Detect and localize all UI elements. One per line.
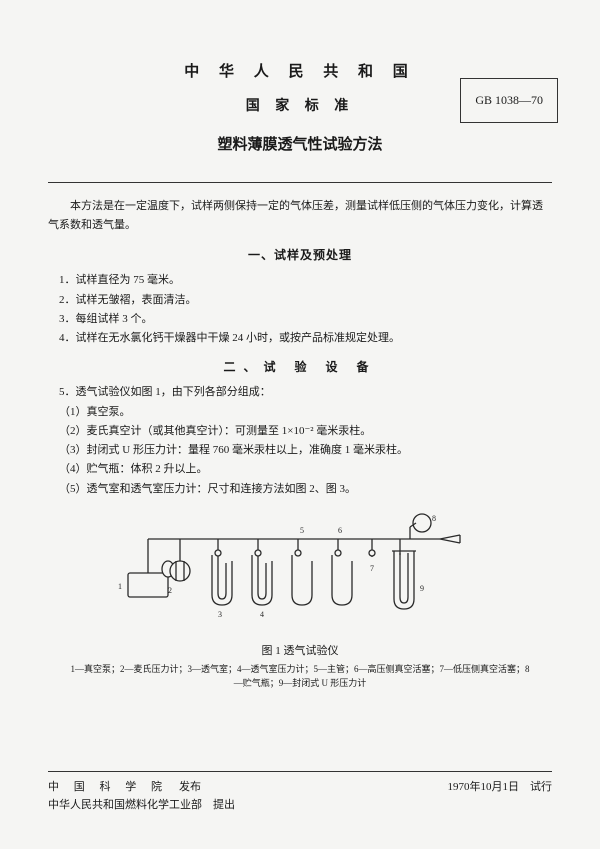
section-heading-2: 二、试 验 设 备 xyxy=(48,358,552,375)
figure-label: 4 xyxy=(260,610,264,619)
list-item: （2）麦氏真空计（或其他真空计）：可测量至 1×10⁻² 毫米汞柱。 xyxy=(48,422,552,441)
figure-caption: 图 1 透气试验仪 xyxy=(48,642,552,658)
footer-divider xyxy=(48,771,552,772)
section-heading-1: 一、试样及预处理 xyxy=(48,246,552,263)
figure-label: 3 xyxy=(218,610,222,619)
document-title: 塑料薄膜透气性试验方法 xyxy=(48,133,552,154)
list-item: 1．试样直径为 75 毫米。 xyxy=(48,271,552,290)
list-item: 2．试样无皱褶，表面清洁。 xyxy=(48,291,552,310)
list-item: （1）真空泵。 xyxy=(48,403,552,422)
figure-legend: 1—真空泵；2—麦氏压力计；3—透气室；4—透气室压力计；5—主管；6—高压侧真… xyxy=(48,662,552,691)
list-item: （3）封闭式 U 形压力计：量程 760 毫米汞柱以上，准确度 1 毫米汞柱。 xyxy=(48,441,552,460)
issue-date: 1970年10月1日 试行 xyxy=(448,778,553,815)
list-item: 5．透气试验仪如图 1，由下列各部分组成： xyxy=(48,383,552,402)
list-item: （5）透气室和透气室压力计：尺寸和连接方法如图 2、图 3。 xyxy=(48,480,552,499)
figure-label: 1 xyxy=(118,582,122,591)
standard-code-box: GB 1038—70 xyxy=(460,78,558,123)
divider xyxy=(48,182,552,183)
intro-paragraph: 本方法是在一定温度下，试样两侧保持一定的气体压差，测量试样低压侧的气体压力变化，… xyxy=(48,197,552,234)
list-item: 4．试样在无水氯化钙干燥器中干燥 24 小时，或按产品标准规定处理。 xyxy=(48,329,552,348)
figure-label: 6 xyxy=(338,526,342,535)
figure-label: 9 xyxy=(420,584,424,593)
figure-label: 8 xyxy=(432,514,436,523)
issuer-line-2: 中华人民共和国燃料化学工业部 提出 xyxy=(48,796,235,815)
figure-label: 7 xyxy=(370,564,374,573)
footer: 中 国 科 学 院 发布 中华人民共和国燃料化学工业部 提出 1970年10月1… xyxy=(48,778,552,815)
list-item: （4）贮气瓶：体积 2 升以上。 xyxy=(48,460,552,479)
figure-diagram: 1 2 3 4 5 6 7 8 9 xyxy=(110,511,490,636)
issuer-line-1: 中 国 科 学 院 发布 xyxy=(48,778,235,797)
list-item: 3．每组试样 3 个。 xyxy=(48,310,552,329)
figure-label: 2 xyxy=(168,586,172,595)
figure-label: 5 xyxy=(300,526,304,535)
standard-code: GB 1038—70 xyxy=(475,93,543,107)
